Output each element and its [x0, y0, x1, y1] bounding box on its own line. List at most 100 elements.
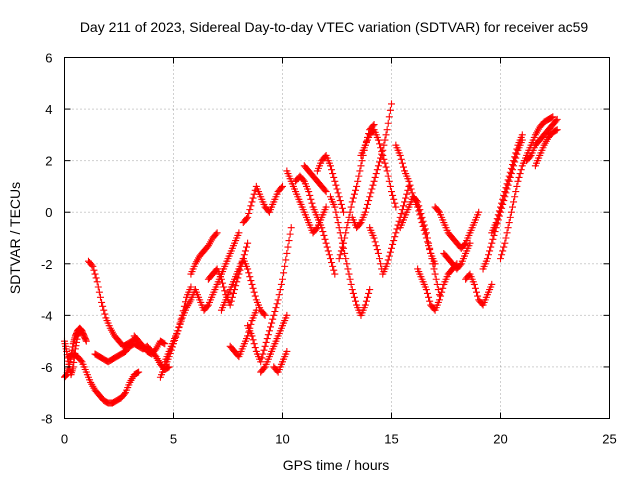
data-point [366, 286, 374, 294]
data-point [474, 292, 482, 300]
data-point [358, 157, 366, 165]
data-point [390, 195, 398, 203]
data-point [258, 354, 266, 362]
data-point [248, 280, 256, 288]
series-arc-15 [244, 224, 295, 366]
data-point [510, 157, 518, 165]
data-point [498, 251, 506, 259]
data-point [101, 310, 109, 318]
data-point [333, 213, 341, 221]
y-tick-label: 2 [45, 154, 52, 169]
data-point [503, 229, 511, 237]
data-point [508, 161, 516, 169]
data-point [347, 280, 355, 288]
series-arc-26 [366, 182, 413, 278]
data-point [485, 251, 493, 259]
data-point [179, 307, 187, 315]
data-point [318, 224, 326, 232]
data-point [328, 166, 336, 174]
series-arc-30 [431, 203, 483, 252]
data-point [265, 327, 273, 335]
data-point [514, 177, 522, 185]
series-arc-13 [226, 306, 260, 361]
y-tick-label: 0 [45, 205, 52, 220]
data-point [385, 113, 393, 121]
data-point [235, 229, 243, 237]
data-point [285, 237, 293, 245]
data-point [376, 158, 384, 166]
y-tick-label: -4 [41, 308, 53, 323]
data-point [372, 242, 380, 250]
data-point [328, 258, 336, 266]
data-point [212, 230, 220, 238]
x-tick-label: 20 [493, 432, 507, 447]
data-point [321, 186, 329, 194]
data-point [515, 173, 523, 181]
series-arc-18 [283, 167, 330, 237]
data-point [135, 368, 143, 376]
data-point [385, 252, 393, 260]
data-point [275, 291, 283, 299]
data-point [425, 293, 433, 301]
data-point [89, 262, 97, 270]
data-point [331, 270, 339, 278]
data-point [511, 153, 519, 161]
series-arc-31 [440, 239, 474, 273]
data-point [383, 260, 391, 268]
data-point [251, 292, 259, 300]
data-point [178, 311, 186, 319]
data-point [365, 197, 373, 205]
data-point [331, 203, 339, 211]
data-point [322, 188, 330, 196]
data-point [426, 244, 434, 252]
data-point [174, 327, 182, 335]
data-point [322, 203, 330, 211]
data-point [262, 338, 270, 346]
data-point [330, 266, 338, 274]
x-tick-label: 15 [384, 432, 398, 447]
data-point [386, 106, 394, 114]
data-point [456, 261, 464, 269]
data-point [345, 270, 353, 278]
data-point [331, 177, 339, 185]
data-point [299, 176, 307, 184]
data-point [357, 162, 365, 170]
data-point [332, 208, 340, 216]
data-point [325, 251, 333, 259]
data-point [356, 220, 364, 228]
data-point [499, 247, 507, 255]
data-point [503, 180, 511, 188]
data-point [226, 301, 234, 309]
data-point [429, 260, 437, 268]
data-point [494, 211, 502, 219]
data-point [392, 229, 400, 237]
series-arc-36 [523, 115, 561, 165]
data-point [260, 310, 268, 318]
data-point [344, 265, 352, 273]
data-point [391, 199, 399, 207]
data-point [497, 255, 504, 263]
data-point [269, 315, 277, 323]
data-point [361, 208, 369, 216]
data-point [380, 155, 388, 163]
data-point [326, 162, 334, 170]
data-point [161, 340, 169, 348]
x-tick-label: 5 [170, 432, 177, 447]
data-point [347, 203, 355, 211]
series-arc-37 [531, 126, 561, 170]
data-point [388, 188, 395, 196]
data-point [99, 302, 107, 310]
data-point [329, 170, 337, 178]
data-point [370, 177, 378, 185]
series-arc-14 [239, 182, 286, 227]
data-point [517, 166, 525, 174]
data-point [342, 255, 350, 263]
series-arc-10 [191, 229, 243, 314]
data-point [338, 204, 346, 212]
data-point [312, 225, 320, 233]
data-point [423, 234, 431, 242]
data-point [326, 255, 334, 263]
data-point [501, 239, 509, 247]
data-point [495, 207, 503, 215]
